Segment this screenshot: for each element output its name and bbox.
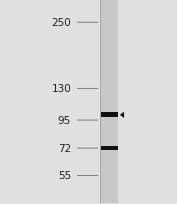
Bar xyxy=(101,1,118,203)
Text: 250: 250 xyxy=(51,18,71,28)
Bar xyxy=(100,1,101,203)
Text: 130: 130 xyxy=(51,84,71,94)
Text: 55: 55 xyxy=(58,171,71,181)
Text: 72: 72 xyxy=(58,143,71,153)
Polygon shape xyxy=(120,112,124,119)
Bar xyxy=(101,113,118,118)
Text: 95: 95 xyxy=(58,115,71,125)
Bar xyxy=(101,146,118,150)
